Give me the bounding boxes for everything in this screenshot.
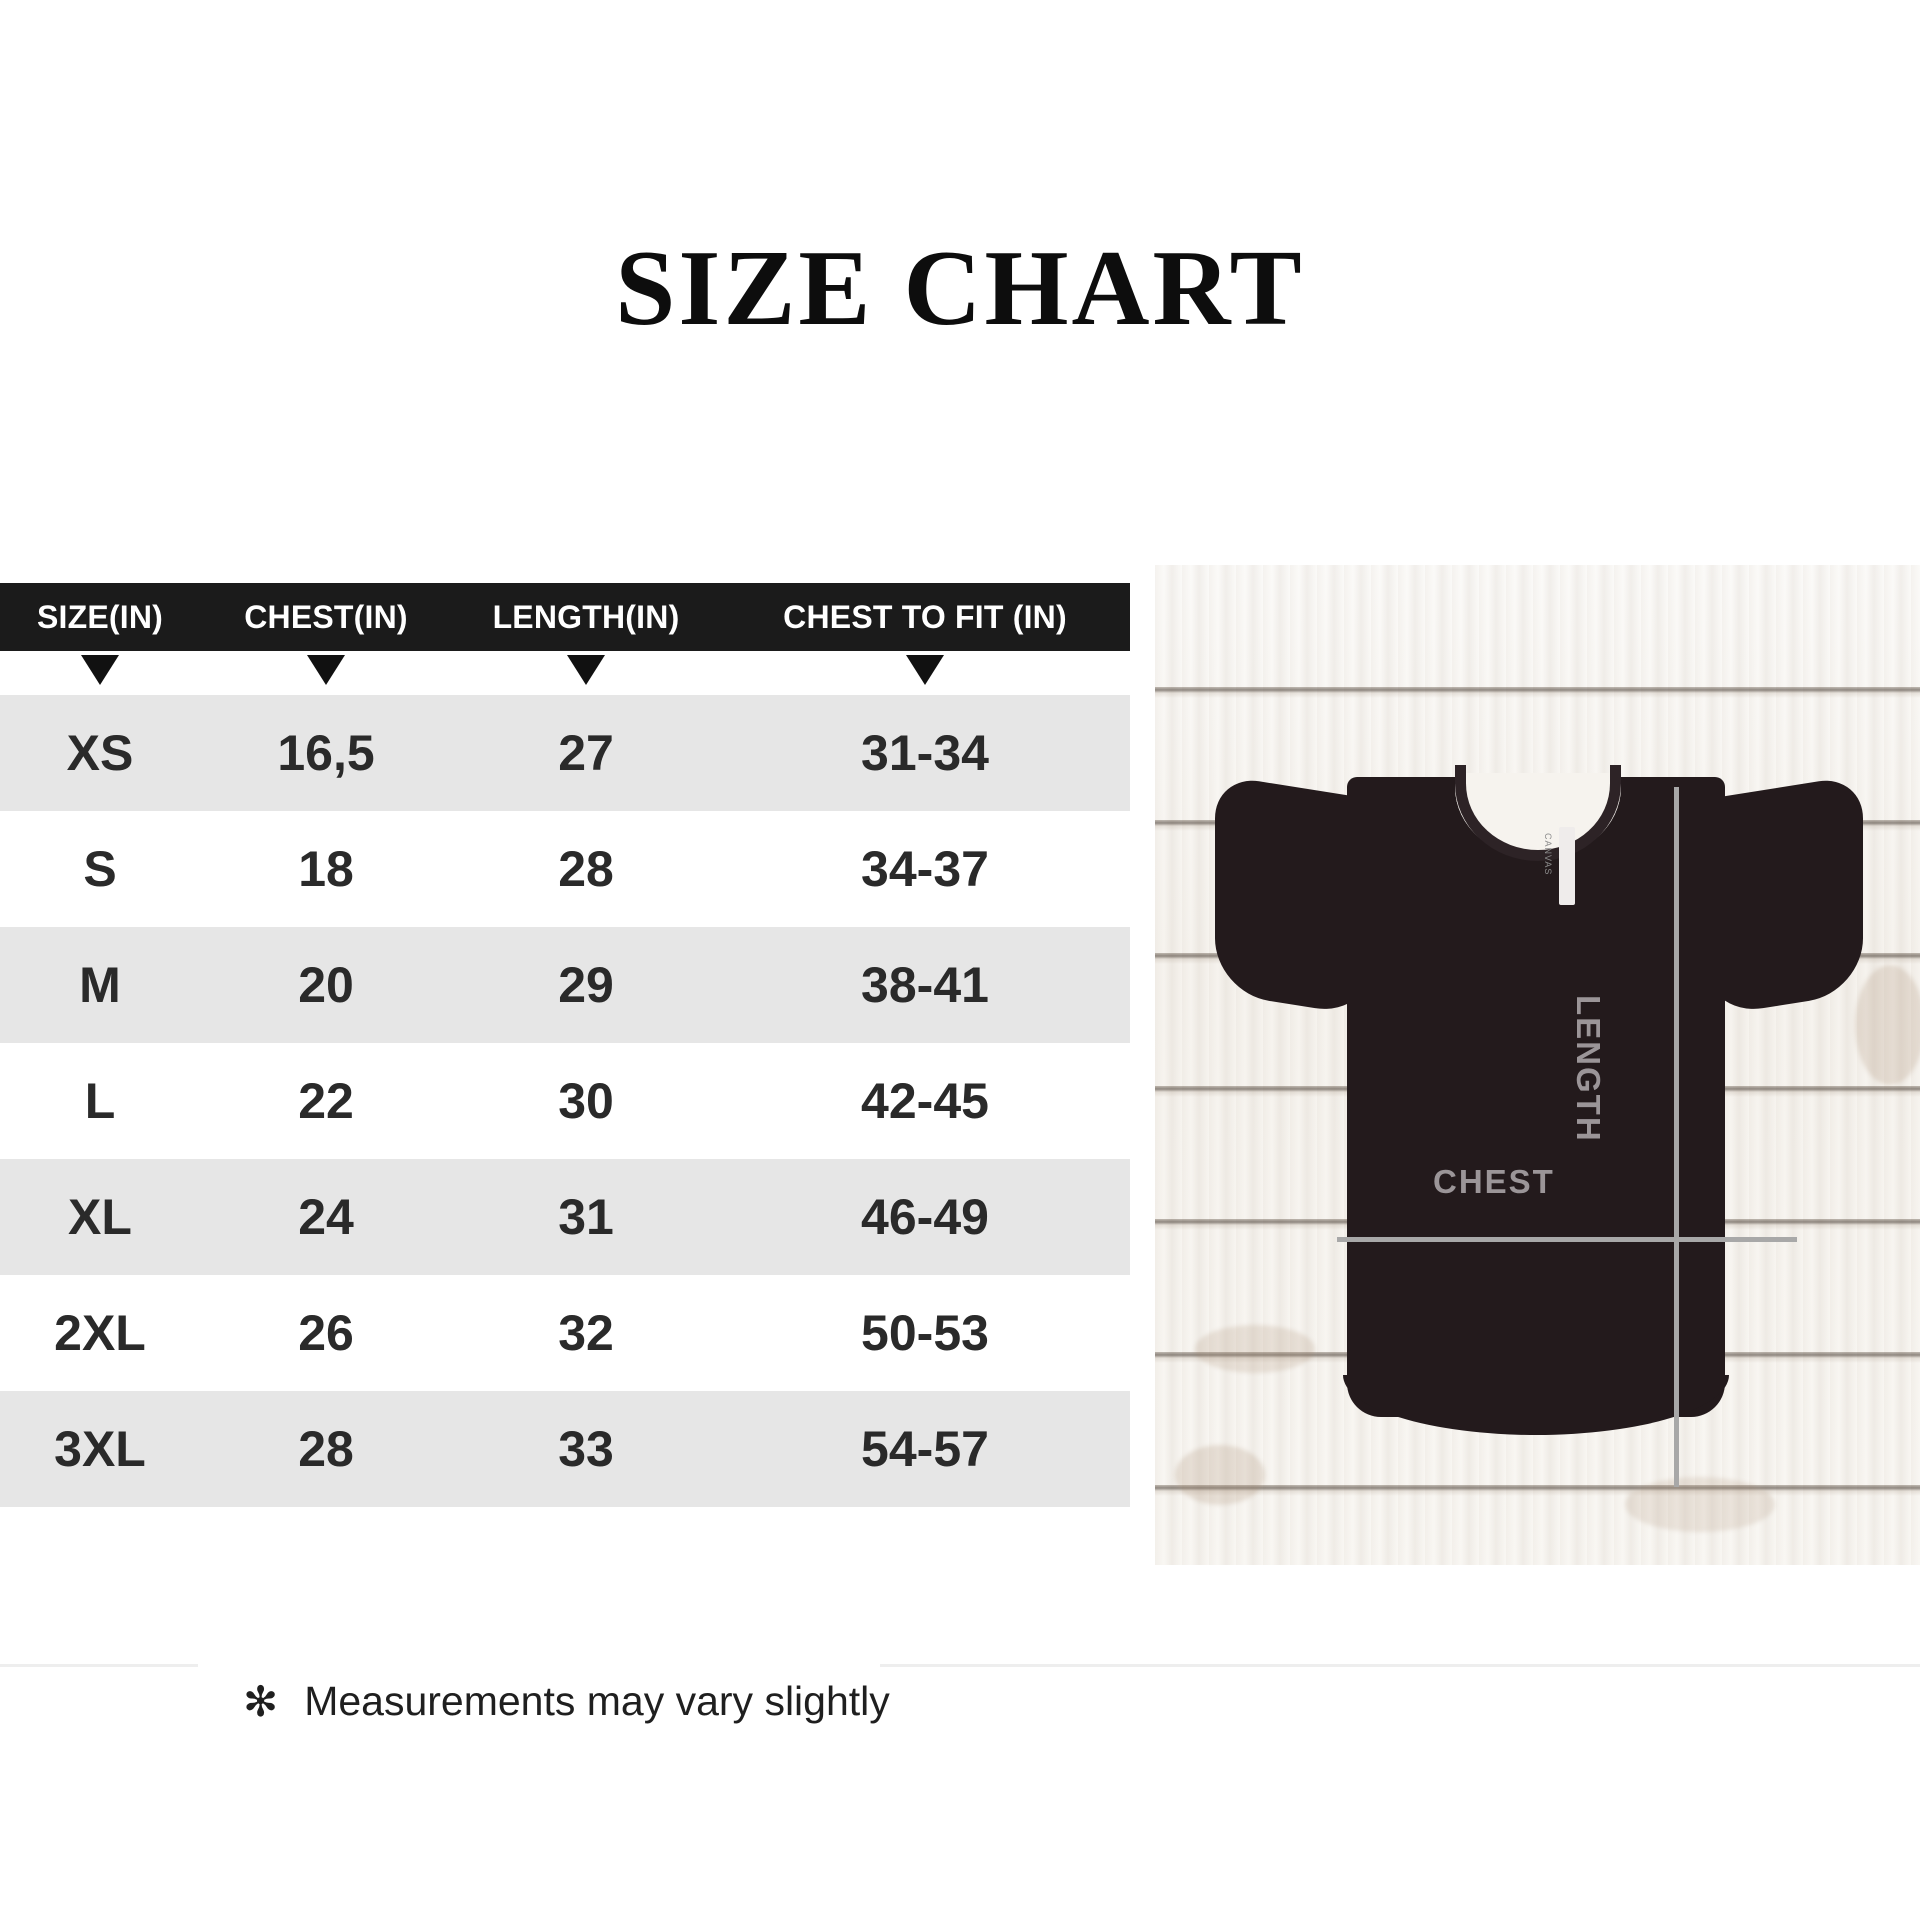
chevron-down-icon-chest [200, 651, 452, 685]
table-row: 3XL 28 33 54-57 [0, 1391, 1130, 1507]
chevron-down-icon-length [452, 651, 720, 685]
cell-chest: 20 [298, 957, 354, 1013]
tshirt-body [1343, 777, 1729, 1435]
chest-measure-label: CHEST [1433, 1163, 1555, 1200]
column-header-size: SIZE(IN) [36, 598, 164, 635]
footer-divider [0, 1664, 1920, 1667]
cell-size: L [84, 1073, 116, 1129]
cell-chest-to-fit: 46-49 [861, 1189, 989, 1245]
cell-chest: 24 [298, 1189, 354, 1245]
cell-length: 27 [558, 725, 614, 781]
tshirt-photo: CANVAS CHEST LENGTH [1155, 565, 1920, 1565]
tshirt-illustration: CANVAS [1155, 565, 1920, 1565]
footer-note: ✻ Measurements may vary slightly [243, 1678, 890, 1725]
cell-size: M [79, 957, 121, 1013]
wood-knot [1175, 1445, 1265, 1505]
table-row: L 22 30 42-45 [0, 1043, 1130, 1159]
column-header-chest-to-fit: CHEST TO FIT (IN) [783, 598, 1067, 635]
cell-chest-to-fit: 54-57 [861, 1421, 989, 1477]
wood-knot [1625, 1477, 1775, 1532]
cell-chest-to-fit: 34-37 [861, 841, 989, 897]
cell-size: S [83, 841, 117, 897]
table-row: 2XL 26 32 50-53 [0, 1275, 1130, 1391]
cell-length: 31 [558, 1189, 614, 1245]
cell-chest: 28 [298, 1421, 354, 1477]
cell-chest: 16,5 [277, 725, 375, 781]
cell-size: 2XL [54, 1305, 146, 1361]
size-chart-table: SIZE(IN) CHEST(IN) LENGTH(IN) CHEST TO F… [0, 583, 1130, 1507]
table-row: XL 24 31 46-49 [0, 1159, 1130, 1275]
page-title: SIZE CHART [615, 229, 1305, 348]
chevron-down-icon-size [0, 651, 200, 685]
cell-length: 29 [558, 957, 614, 1013]
cell-length: 28 [558, 841, 614, 897]
cell-chest-to-fit: 42-45 [861, 1073, 989, 1129]
cell-chest-to-fit: 50-53 [861, 1305, 989, 1361]
cell-size: XS [66, 725, 134, 781]
cell-length: 30 [558, 1073, 614, 1129]
cell-size: XL [68, 1189, 132, 1245]
cell-size: 3XL [54, 1421, 146, 1477]
length-measure-line [1674, 787, 1679, 1487]
chevron-down-icon-chest-to-fit [720, 651, 1130, 685]
tshirt-right-sleeve [1703, 774, 1863, 1018]
wood-knot [1855, 965, 1920, 1085]
asterisk-star-icon: ✻ [243, 1677, 279, 1725]
column-arrow-row [0, 651, 1130, 695]
cell-chest: 26 [298, 1305, 354, 1361]
cell-length: 33 [558, 1421, 614, 1477]
table-row: XS 16,5 27 31-34 [0, 695, 1130, 811]
tshirt-brand-tag [1559, 827, 1575, 905]
cell-chest-to-fit: 31-34 [861, 725, 989, 781]
table-row: S 18 28 34-37 [0, 811, 1130, 927]
column-header-chest: CHEST(IN) [244, 598, 408, 635]
table-row: M 20 29 38-41 [0, 927, 1130, 1043]
tshirt-brand-tag-text: CANVAS [1543, 833, 1553, 876]
wood-knot [1195, 1325, 1315, 1373]
footer-note-text: Measurements may vary slightly [304, 1678, 890, 1724]
cell-chest: 18 [298, 841, 354, 897]
table-header-row: SIZE(IN) CHEST(IN) LENGTH(IN) CHEST TO F… [0, 583, 1130, 651]
cell-chest: 22 [298, 1073, 354, 1129]
length-measure-label: LENGTH [1570, 995, 1607, 1143]
cell-length: 32 [558, 1305, 614, 1361]
cell-chest-to-fit: 38-41 [861, 957, 989, 1013]
chest-measure-line [1337, 1237, 1797, 1242]
column-header-length: LENGTH(IN) [492, 598, 680, 635]
